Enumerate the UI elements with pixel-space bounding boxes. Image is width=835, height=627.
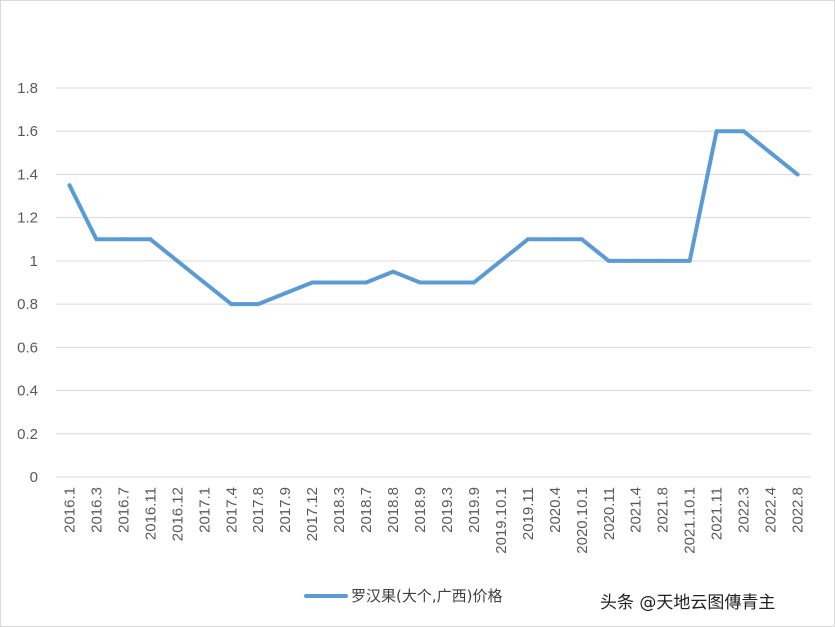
data-point [444, 280, 449, 285]
x-tick-label: 2021.10.1 [682, 487, 699, 554]
data-point [660, 258, 665, 263]
data-point [202, 280, 207, 285]
x-tick-label: 2018.9 [412, 487, 429, 533]
data-point [175, 258, 180, 263]
data-point [633, 258, 638, 263]
data-point [283, 291, 288, 296]
y-axis-ticks: 0 0.2 0.4 0.6 0.8 1 1.2 1.4 1.6 1.8 [17, 80, 38, 486]
y-tick-label: 1.2 [17, 210, 38, 227]
data-point [391, 269, 396, 274]
y-tick-label: 0.2 [17, 426, 38, 443]
y-tick-label: 1.6 [17, 123, 38, 140]
data-point [552, 237, 557, 242]
x-tick-label: 2017.9 [277, 487, 294, 533]
watermark-text: 头条 @天地云图傳青主 [600, 593, 776, 613]
x-tick-label: 2019.10.1 [493, 487, 510, 554]
legend-label: 罗汉果(大个,广西)价格 [351, 587, 502, 605]
y-tick-label: 0.4 [17, 383, 38, 400]
data-point [418, 280, 423, 285]
x-tick-label: 2017.12 [304, 487, 321, 541]
data-point [795, 172, 800, 177]
y-tick-label: 1.8 [17, 80, 38, 97]
data-point [256, 302, 261, 307]
data-point [337, 280, 342, 285]
x-tick-label: 2016.1 [61, 487, 78, 533]
x-tick-label: 2019.11 [520, 487, 537, 540]
x-tick-label: 2016.7 [115, 487, 132, 533]
data-point [714, 129, 719, 134]
x-tick-label: 2021.8 [655, 487, 672, 533]
x-tick-label: 2016.3 [88, 487, 105, 533]
data-point [310, 280, 315, 285]
data-point [498, 258, 503, 263]
y-tick-label: 0 [30, 469, 38, 486]
series-lines [67, 129, 800, 307]
data-point [148, 237, 153, 242]
x-tick-label: 2016.12 [169, 487, 186, 541]
data-point [67, 183, 72, 188]
x-tick-label: 2021.11 [709, 487, 726, 540]
x-tick-label: 2022.3 [736, 487, 753, 533]
data-point [94, 237, 99, 242]
y-tick-label: 0.6 [17, 339, 38, 356]
x-tick-label: 2017.1 [196, 487, 213, 533]
x-tick-label: 2017.8 [250, 487, 267, 533]
data-point [741, 129, 746, 134]
x-tick-label: 2020.11 [601, 487, 618, 540]
data-point [525, 237, 530, 242]
y-tick-label: 0.8 [17, 296, 38, 313]
legend: 罗汉果(大个,广西)价格 [304, 587, 502, 605]
data-point [121, 237, 126, 242]
y-tick-label: 1 [30, 253, 38, 270]
data-point [364, 280, 369, 285]
x-tick-label: 2022.8 [790, 487, 807, 533]
data-point [687, 258, 692, 263]
x-tick-label: 2016.11 [142, 487, 159, 540]
x-tick-label: 2019.3 [439, 487, 456, 533]
x-tick-label: 2018.3 [331, 487, 348, 533]
x-tick-label: 2020.10.1 [574, 487, 591, 554]
data-point [229, 302, 234, 307]
x-tick-label: 2019.9 [466, 487, 483, 533]
data-point [471, 280, 476, 285]
x-tick-label: 2022.4 [763, 487, 780, 533]
data-point [606, 258, 611, 263]
x-axis-ticks: 2016.1 2016.3 2016.7 2016.11 2016.12 2017.1 20… [61, 487, 806, 554]
data-point [579, 237, 584, 242]
x-tick-label: 2021.4 [628, 487, 645, 533]
x-tick-label: 2018.8 [385, 487, 402, 533]
y-tick-label: 1.4 [17, 166, 38, 183]
x-tick-label: 2020.4 [547, 487, 564, 533]
data-point [768, 150, 773, 155]
x-tick-label: 2017.4 [223, 487, 240, 533]
series-line [67, 129, 800, 307]
x-tick-label: 2018.7 [358, 487, 375, 533]
